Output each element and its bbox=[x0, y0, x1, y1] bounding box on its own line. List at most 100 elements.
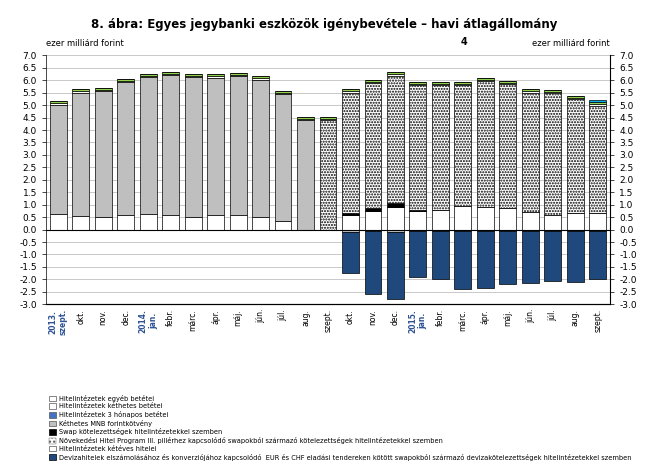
Bar bbox=[522, 93, 539, 212]
Bar bbox=[207, 78, 224, 215]
Bar bbox=[455, 230, 471, 231]
Bar bbox=[387, 72, 404, 75]
Bar bbox=[319, 119, 337, 120]
Bar bbox=[544, 92, 561, 93]
Bar bbox=[567, 100, 584, 213]
Bar bbox=[477, 82, 494, 207]
Bar bbox=[297, 119, 314, 120]
Bar bbox=[365, 211, 381, 230]
Bar bbox=[387, 231, 404, 299]
Bar bbox=[522, 212, 539, 230]
Bar bbox=[207, 215, 224, 230]
Bar bbox=[230, 215, 247, 230]
Bar bbox=[50, 101, 67, 103]
Bar bbox=[342, 232, 359, 273]
Bar bbox=[477, 207, 494, 230]
Bar bbox=[589, 104, 606, 106]
Bar bbox=[185, 74, 201, 76]
Bar bbox=[567, 230, 584, 231]
Bar bbox=[432, 85, 449, 210]
Bar bbox=[432, 231, 449, 279]
Bar bbox=[522, 231, 539, 283]
Text: 4: 4 bbox=[461, 37, 467, 47]
Bar bbox=[409, 84, 426, 85]
Bar bbox=[230, 75, 247, 77]
Bar bbox=[544, 231, 561, 281]
Bar bbox=[477, 230, 494, 231]
Bar bbox=[140, 77, 157, 214]
Bar bbox=[72, 93, 89, 216]
Bar bbox=[455, 206, 471, 230]
Bar bbox=[342, 89, 359, 91]
Bar bbox=[522, 89, 539, 91]
Text: ezer milliárd forint: ezer milliárd forint bbox=[46, 39, 124, 48]
Bar bbox=[499, 208, 516, 230]
Bar bbox=[185, 76, 201, 77]
Bar bbox=[162, 74, 179, 75]
Bar bbox=[432, 230, 449, 231]
Bar bbox=[117, 82, 134, 215]
Bar bbox=[477, 80, 494, 82]
Bar bbox=[455, 84, 471, 85]
Bar bbox=[477, 231, 494, 288]
Bar bbox=[95, 90, 112, 91]
Bar bbox=[387, 203, 404, 207]
Bar bbox=[455, 82, 471, 84]
Bar bbox=[252, 77, 269, 78]
Bar bbox=[117, 81, 134, 82]
Bar bbox=[365, 208, 381, 211]
Bar bbox=[95, 91, 112, 217]
Bar bbox=[499, 84, 516, 208]
Bar bbox=[252, 80, 269, 217]
Bar bbox=[50, 214, 67, 230]
Bar bbox=[95, 88, 112, 90]
Bar bbox=[342, 93, 359, 213]
Bar bbox=[117, 215, 134, 230]
Legend: Hitelintézetek egyéb betétei, Hitelintézetek kéthetes betétei, Hitelintézetek 3 : Hitelintézetek egyéb betétei, Hitelintéz… bbox=[49, 395, 631, 461]
Bar bbox=[589, 213, 606, 230]
Bar bbox=[365, 230, 381, 231]
Bar bbox=[589, 106, 606, 213]
Bar bbox=[365, 82, 381, 83]
Bar bbox=[252, 78, 269, 80]
Bar bbox=[342, 213, 359, 215]
Bar bbox=[499, 81, 516, 83]
Bar bbox=[140, 214, 157, 230]
Bar bbox=[589, 102, 606, 104]
Bar bbox=[589, 231, 606, 279]
Bar bbox=[387, 76, 404, 203]
Bar bbox=[342, 230, 359, 232]
Bar bbox=[387, 207, 404, 230]
Bar bbox=[185, 77, 201, 217]
Bar bbox=[162, 72, 179, 74]
Bar bbox=[432, 210, 449, 230]
Bar bbox=[319, 120, 337, 230]
Bar bbox=[589, 100, 606, 102]
Bar bbox=[117, 79, 134, 81]
Bar bbox=[409, 85, 426, 210]
Bar bbox=[140, 76, 157, 77]
Bar bbox=[297, 117, 314, 119]
Bar bbox=[387, 230, 404, 231]
Bar bbox=[162, 215, 179, 230]
Bar bbox=[252, 217, 269, 230]
Bar bbox=[207, 75, 224, 77]
Bar bbox=[365, 80, 381, 82]
Bar bbox=[275, 94, 291, 221]
Bar bbox=[567, 96, 584, 98]
Bar bbox=[455, 85, 471, 206]
Bar bbox=[455, 231, 471, 290]
Bar bbox=[95, 217, 112, 230]
Bar bbox=[499, 83, 516, 84]
Bar bbox=[544, 215, 561, 230]
Bar bbox=[409, 211, 426, 230]
Bar bbox=[50, 105, 67, 214]
Bar bbox=[432, 82, 449, 84]
Bar bbox=[567, 213, 584, 230]
Bar bbox=[72, 91, 89, 93]
Bar bbox=[432, 84, 449, 85]
Bar bbox=[499, 231, 516, 284]
Bar bbox=[342, 215, 359, 230]
Bar bbox=[477, 78, 494, 80]
Bar bbox=[319, 117, 337, 119]
